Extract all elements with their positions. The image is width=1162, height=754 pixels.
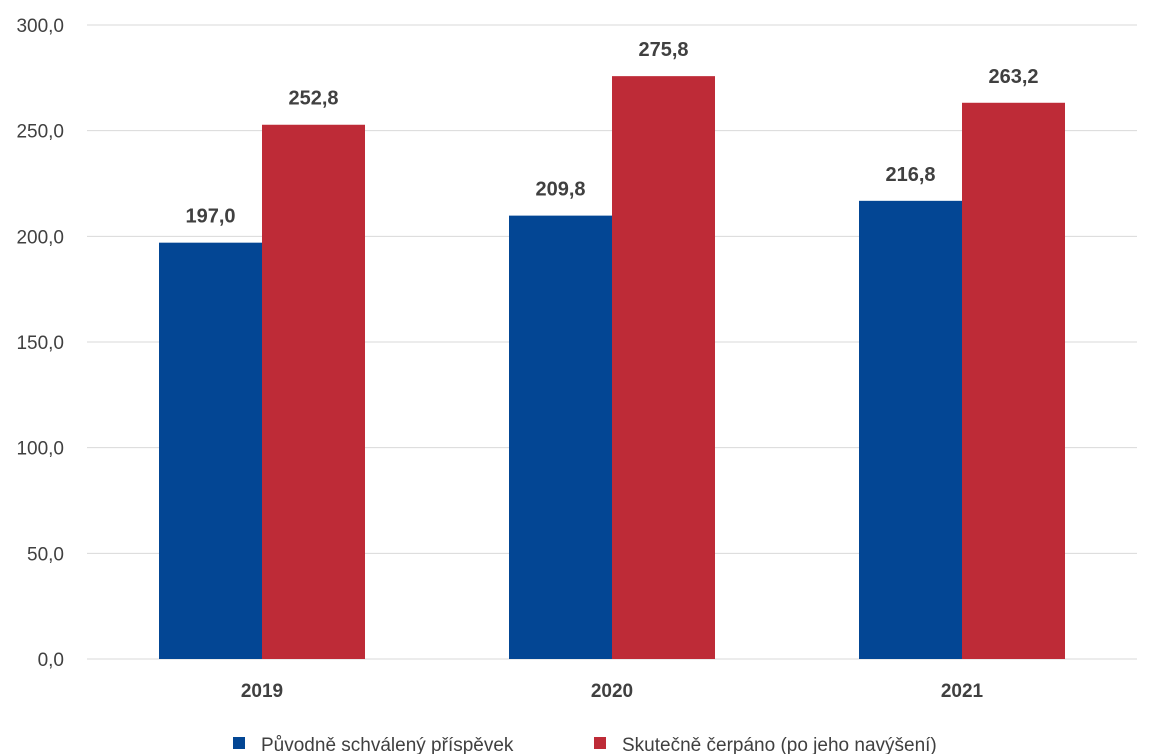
x-tick-label: 2021 [941,681,984,702]
x-axis-ticks: 2019 2020 2021 [241,681,984,702]
bar [262,124,365,660]
bar [612,76,715,659]
legend-swatch [594,737,606,749]
legend: Původně schválený příspěvek Skutečně čerp… [233,735,937,754]
bar [509,215,612,659]
bar [962,102,1065,659]
data-label: 275,8 [638,39,688,61]
data-label: 197,0 [185,206,235,228]
bar [159,242,262,659]
data-labels: 197,0 252,8 209,8 275,8 216,8 263,2 [185,39,1038,228]
y-tick-label: 300,0 [16,16,64,37]
y-tick-label: 50,0 [27,544,64,565]
legend-item: Skutečně čerpáno (po jeho navýšení) [594,735,937,754]
y-tick-label: 200,0 [16,227,64,248]
data-label: 263,2 [988,66,1038,88]
data-label: 209,8 [535,179,585,201]
y-tick-label: 0,0 [38,650,64,671]
x-tick-label: 2020 [591,681,633,702]
y-tick-label: 150,0 [16,333,64,354]
y-axis-ticks: 0,0 50,0 100,0 150,0 200,0 250,0 300,0 [16,16,64,671]
y-tick-label: 250,0 [16,122,64,143]
y-tick-label: 100,0 [16,439,64,460]
legend-label: Skutečně čerpáno (po jeho navýšení) [622,735,937,754]
legend-swatch [233,737,245,749]
legend-item: Původně schválený příspěvek [233,735,514,754]
data-label: 252,8 [288,88,338,110]
bar [859,200,962,659]
x-tick-label: 2019 [241,681,283,702]
bars [159,76,1065,660]
data-label: 216,8 [885,164,935,186]
legend-label: Původně schválený příspěvek [261,735,514,754]
